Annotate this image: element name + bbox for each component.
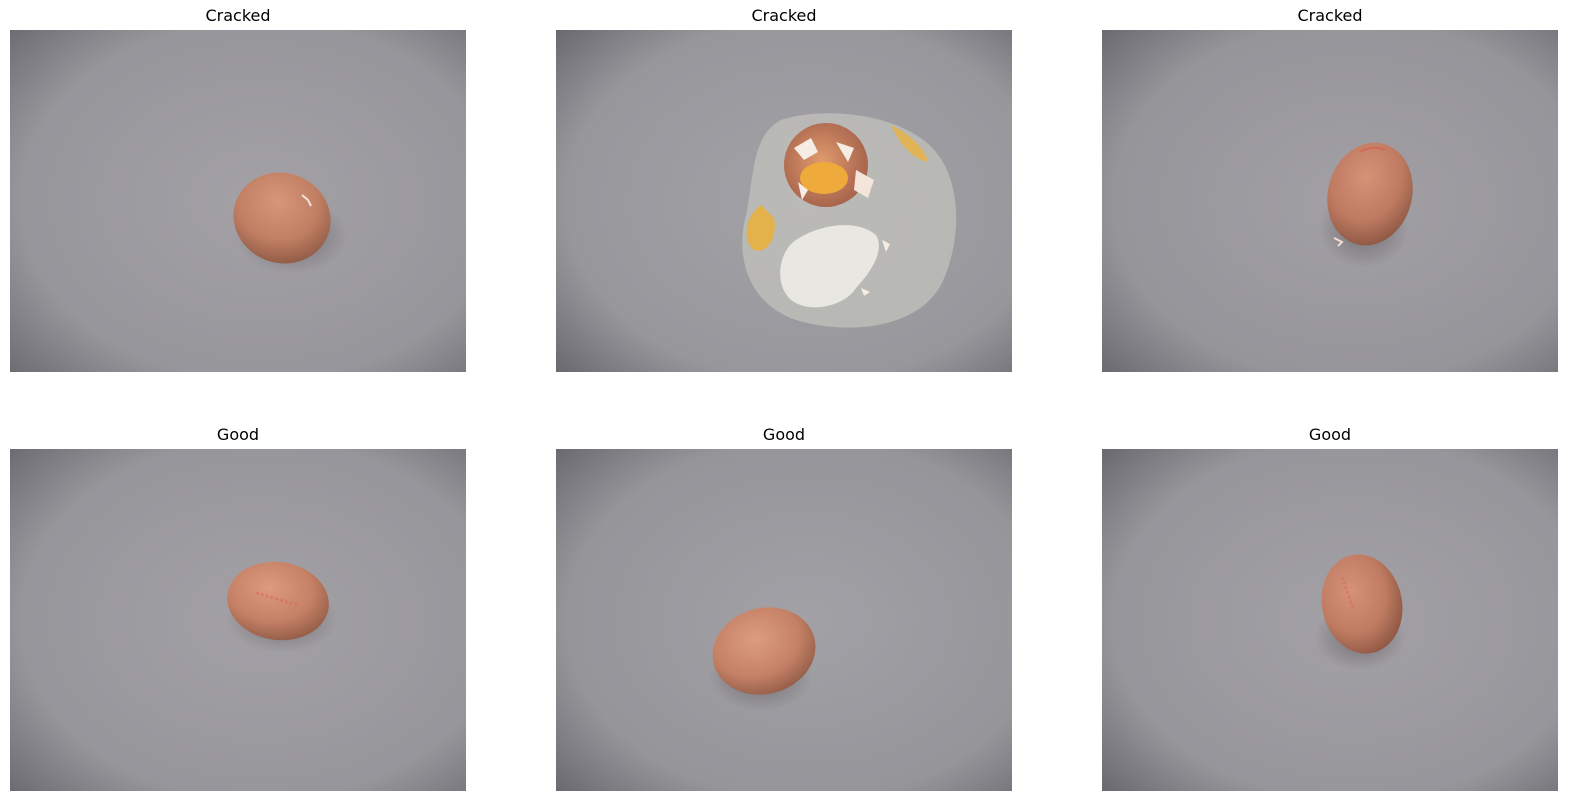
egg-photo-4: [10, 449, 466, 791]
panel-title-6: Good: [1308, 425, 1352, 444]
egg-photo-3-image: [1102, 30, 1558, 372]
egg-photo-6-image: [1102, 449, 1558, 791]
egg-photo-6: [1102, 449, 1558, 791]
panel-title-2: Cracked: [751, 6, 817, 25]
egg-photo-1: [10, 30, 466, 372]
egg-3: [1327, 142, 1413, 246]
egg-photo-3: [1102, 30, 1558, 372]
panel-title-4: Good: [216, 425, 260, 444]
egg-4: [227, 561, 329, 641]
egg-photo-5-image: [556, 449, 1012, 791]
egg-photo-2-image: [556, 30, 1012, 372]
egg-photo-2: [556, 30, 1012, 372]
egg-photo-5: [556, 449, 1012, 791]
egg-photo-1-image: [10, 30, 466, 372]
panel-title-1: Cracked: [205, 6, 271, 25]
panel-title-3: Cracked: [1297, 6, 1363, 25]
egg-photo-4-image: [10, 449, 466, 791]
panel-title-5: Good: [762, 425, 806, 444]
egg-5: [712, 607, 816, 695]
egg-1: [233, 172, 331, 264]
